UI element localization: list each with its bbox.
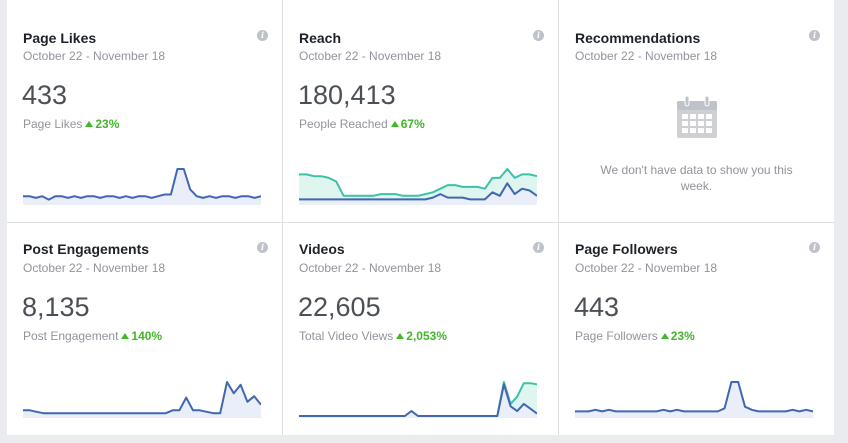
card-recommendations[interactable]: Recommendations October 22 - November 18…: [559, 0, 834, 222]
trend-up-icon: [121, 333, 130, 340]
empty-state: We don't have data to show you this week…: [559, 95, 834, 194]
blue-series-line: [299, 182, 537, 201]
trend-up-icon: [85, 121, 94, 128]
card-reach[interactable]: Reach October 22 - November 18 i 180,413…: [283, 0, 558, 222]
sparkline-reach: [299, 168, 537, 205]
blue-series-area: [299, 384, 537, 418]
card-date: October 22 - November 18: [299, 261, 442, 275]
sparkline-post-engagements: [23, 381, 261, 418]
blue-series-area: [23, 169, 261, 205]
sparkline-videos: [299, 381, 537, 418]
info-icon[interactable]: i: [533, 242, 544, 253]
metric-label: Page Followers: [575, 329, 658, 343]
change-percent: 23%: [670, 329, 695, 343]
card-title: Recommendations: [575, 30, 701, 46]
sparkline-page-likes: [23, 168, 261, 205]
sparkline-page-followers: [575, 381, 813, 418]
info-icon[interactable]: i: [809, 30, 820, 41]
trend-up-icon: [396, 333, 405, 340]
card-title: Videos: [299, 241, 345, 257]
blue-series-line: [575, 381, 813, 413]
card-title: Post Engagements: [23, 241, 150, 257]
blue-series-line: [299, 383, 537, 417]
card-videos[interactable]: Videos October 22 - November 18 i 22,605…: [283, 223, 558, 435]
calendar-icon: [676, 95, 717, 138]
card-title: Reach: [299, 30, 342, 46]
card-date: October 22 - November 18: [23, 261, 166, 275]
card-post-engagements[interactable]: Post Engagements October 22 - November 1…: [7, 223, 282, 435]
card-page-likes[interactable]: Page Likes October 22 - November 18 i 43…: [7, 0, 282, 222]
empty-message: We don't have data to show you this week…: [600, 163, 793, 193]
teal-series-line: [299, 168, 537, 197]
card-title: Page Followers: [575, 241, 678, 257]
metric-row: Page Followers 23%: [575, 329, 695, 343]
info-icon[interactable]: i: [257, 30, 268, 41]
trend-up-icon: [390, 121, 399, 128]
metric-label: Post Engagement: [23, 329, 119, 343]
info-icon[interactable]: i: [533, 30, 544, 41]
change-percent: 23%: [95, 117, 120, 131]
metric-label: Page Likes: [23, 117, 83, 131]
change-percent: 140%: [131, 329, 163, 343]
card-value: 433: [22, 80, 68, 110]
trend-up-icon: [660, 333, 669, 340]
insights-grid: Page Likes October 22 - November 18 i 43…: [7, 0, 834, 435]
metric-row: Page Likes 23%: [23, 117, 119, 131]
metric-label: People Reached: [299, 117, 388, 131]
change-percent: 2,053%: [406, 329, 447, 343]
card-page-followers[interactable]: Page Followers October 22 - November 18 …: [559, 223, 834, 435]
info-icon[interactable]: i: [809, 242, 820, 253]
change-percent: 67%: [400, 117, 425, 131]
card-value: 180,413: [298, 80, 396, 110]
metric-row: Post Engagement 140%: [23, 329, 162, 343]
card-date: October 22 - November 18: [299, 49, 442, 63]
card-value: 8,135: [22, 292, 90, 322]
card-date: October 22 - November 18: [23, 49, 166, 63]
metric-label: Total Video Views: [299, 329, 394, 343]
blue-series-area: [575, 382, 813, 418]
info-icon[interactable]: i: [257, 242, 268, 253]
card-value: 22,605: [298, 292, 381, 322]
blue-series-line: [23, 168, 261, 201]
metric-row: Total Video Views 2,053%: [299, 329, 447, 343]
card-date: October 22 - November 18: [575, 49, 718, 63]
card-date: October 22 - November 18: [575, 261, 718, 275]
blue-series-area: [23, 382, 261, 418]
blue-series-line: [23, 381, 261, 415]
card-value: 443: [574, 292, 620, 322]
metric-row: People Reached 67%: [299, 117, 425, 131]
card-title: Page Likes: [23, 30, 97, 46]
